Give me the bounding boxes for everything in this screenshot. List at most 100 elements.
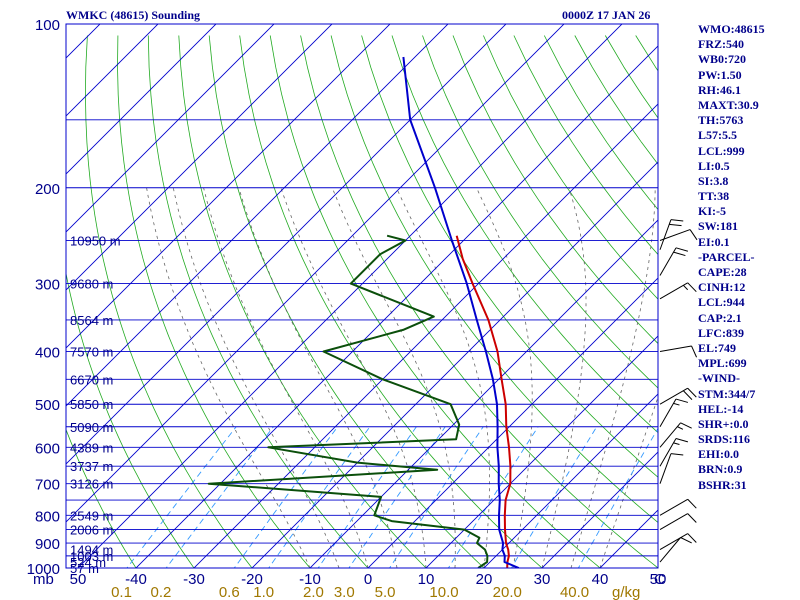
height-label: 5850 m <box>70 397 113 412</box>
wind-barb-feather <box>670 453 684 456</box>
moist-adiabat <box>570 187 656 568</box>
background-guide-lines <box>66 24 658 568</box>
wind-barb <box>659 387 697 405</box>
index-item: LCL:999 <box>698 143 745 158</box>
wind-barb-staff <box>659 229 691 241</box>
pressure-tick-label: 700 <box>35 477 60 494</box>
height-label: 10950 m <box>70 233 121 248</box>
height-label: 524 m <box>70 555 106 570</box>
index-item: SRDS:116 <box>698 432 751 447</box>
height-label: 1003 m <box>70 549 113 564</box>
index-item: EL:749 <box>698 340 737 355</box>
isotherm <box>77 24 623 568</box>
height-label: 5090 m <box>70 420 113 435</box>
wind-barb <box>659 537 692 563</box>
temperature-tick-label: 0 <box>364 571 372 588</box>
moist-adiabat <box>396 187 491 568</box>
height-label: 6670 m <box>70 372 113 387</box>
wind-barb-feather <box>669 223 682 227</box>
dry-adiabat <box>85 35 253 568</box>
dry-adiabat <box>117 35 311 568</box>
wind-barb-feather <box>670 219 684 222</box>
mixing-ratio-line <box>348 426 446 568</box>
index-item: FRZ:540 <box>698 37 744 52</box>
mixing-ratio-label: 40.0 <box>560 584 589 600</box>
pressure-tick-label: 100 <box>35 17 60 34</box>
isotherm <box>66 24 333 291</box>
temperature-profile <box>455 235 512 568</box>
mixing-ratio-label: 0.2 <box>151 584 172 600</box>
mixing-ratio-line <box>268 426 371 568</box>
index-item: TT:38 <box>698 189 730 204</box>
wind-barb-feather <box>687 513 697 523</box>
height-label: 2006 m <box>70 523 113 538</box>
wind-barb-staff <box>659 422 681 448</box>
dry-adiabat <box>483 35 658 300</box>
pressure-tick-label: 500 <box>35 397 60 414</box>
mixing-ratio-label: 1.0 <box>253 584 274 600</box>
wind-barb-feather <box>689 229 698 241</box>
index-item: L57:5.5 <box>698 128 737 143</box>
mixing-ratio-label: 20.0 <box>493 584 522 600</box>
isobar-lines <box>66 23 658 569</box>
wind-barb-staff <box>659 537 681 563</box>
isotherm <box>367 277 658 568</box>
mixing-ratio-line <box>126 426 237 568</box>
index-item: WB0:720 <box>698 52 746 67</box>
wind-barb <box>659 219 684 250</box>
isotherm <box>309 219 658 568</box>
index-item: LFC:839 <box>698 325 744 340</box>
wind-barb <box>659 513 697 531</box>
wind-barb-feather <box>683 390 693 400</box>
wind-barb-feather <box>675 247 689 252</box>
temperature-tick-label: 10 <box>418 571 435 588</box>
wind-barb <box>659 282 697 300</box>
wind-barb-feather <box>675 398 689 403</box>
index-item: CINH:12 <box>698 280 746 295</box>
isotherm <box>66 24 449 407</box>
wind-barb-feather <box>691 345 698 358</box>
mixing-ratio-label: 0.1 <box>111 584 132 600</box>
mixing-ratio-unit-label: g/kg <box>612 584 640 600</box>
wind-barb-staff <box>659 438 677 467</box>
wind-barb-staff <box>659 247 677 276</box>
mixing-ratio-label: 5.0 <box>375 584 396 600</box>
wind-barb <box>659 247 689 276</box>
plot-frame <box>65 23 659 569</box>
wind-barb-staff <box>659 387 688 405</box>
pressure-tick-label: 600 <box>35 440 60 457</box>
mixing-ratio-line <box>577 427 658 568</box>
wind-barbs <box>659 219 698 563</box>
temperature-tick-label: 40 <box>592 571 609 588</box>
dry-adiabat <box>422 35 658 389</box>
dry-adiabat <box>300 35 658 568</box>
wind-barb <box>659 422 692 448</box>
isotherm <box>66 24 159 117</box>
wind-barb <box>659 498 697 516</box>
temperature-tick-label: 30 <box>534 571 551 588</box>
dry-adiabat <box>178 35 427 568</box>
wind-barb-staff <box>659 345 692 353</box>
isotherm <box>193 103 658 568</box>
height-label: 8564 m <box>70 313 113 328</box>
index-item: -PARCEL- <box>698 249 755 264</box>
wind-barb <box>659 533 697 551</box>
wind-barb <box>659 229 698 241</box>
wind-barb-feather <box>687 387 697 398</box>
isotherm <box>66 24 391 349</box>
height-label: 4389 m <box>70 440 113 455</box>
wind-barb <box>659 453 684 484</box>
moist-adiabat <box>331 187 456 568</box>
dry-adiabat <box>330 35 658 524</box>
index-item: BSHR:31 <box>698 477 747 492</box>
height-label: 7570 m <box>70 345 113 360</box>
index-item: RH:46.1 <box>698 82 741 97</box>
mixing-ratio-label: 10.0 <box>429 584 458 600</box>
station-title: WMKC (48615) Sounding <box>66 8 201 22</box>
temperature-tick-label: -10 <box>299 571 321 588</box>
moist-adiabat <box>146 187 311 568</box>
pressure-tick-label: 800 <box>35 508 60 525</box>
parcel-profile <box>402 56 520 568</box>
pressure-tick-label: 400 <box>35 345 60 362</box>
